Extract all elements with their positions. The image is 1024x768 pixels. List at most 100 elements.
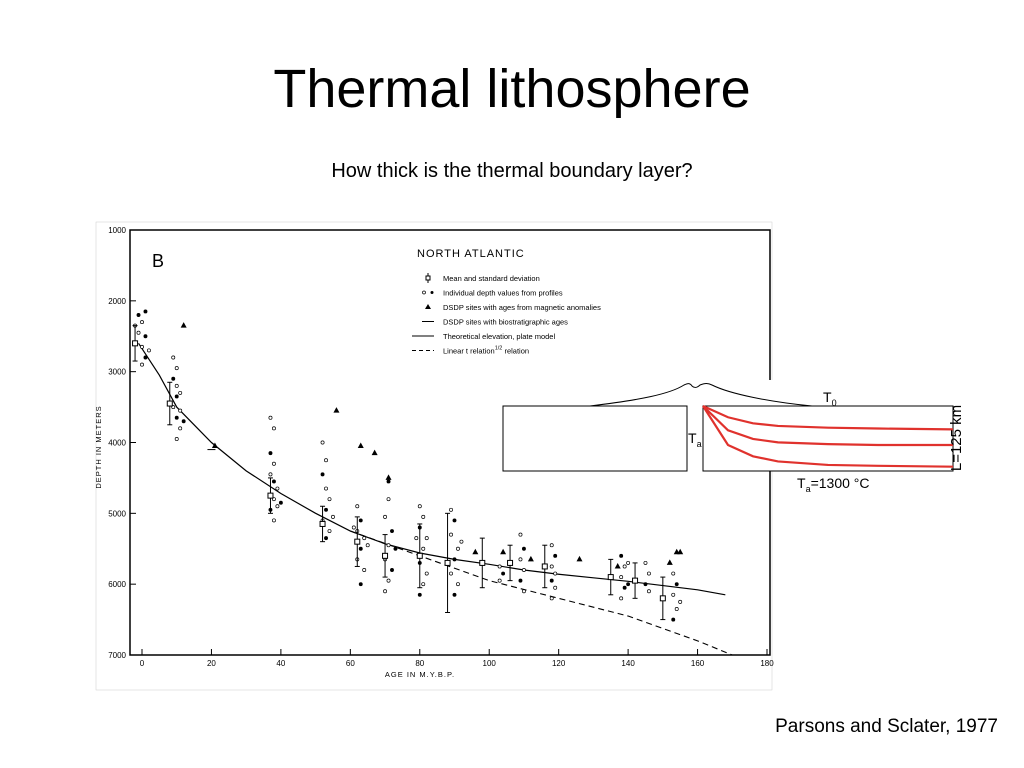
- profile-depth-point: [497, 564, 502, 569]
- profile-depth-point: [386, 578, 391, 583]
- profile-depth-point: [622, 564, 627, 569]
- y-tick-label: 4000: [108, 439, 126, 448]
- profile-depth-point: [497, 578, 502, 583]
- profile-depth-point: [646, 571, 651, 576]
- profile-depth-point: [643, 560, 648, 565]
- profile-depth-point: [324, 536, 328, 541]
- profile-depth-point: [178, 390, 183, 395]
- mean-point: [507, 544, 514, 582]
- profile-depth-point: [146, 348, 151, 353]
- profile-depth-point: [421, 546, 426, 551]
- dsdp-magnetic-point: [677, 548, 684, 555]
- profile-depth-point: [553, 553, 558, 558]
- profile-depth-point: [501, 571, 506, 576]
- profile-depth-point: [622, 585, 627, 590]
- profile-depth-point: [140, 344, 144, 349]
- profile-depth-point: [518, 532, 523, 537]
- profile-depth-point: [424, 571, 429, 576]
- profile-depth-point: [414, 536, 419, 541]
- legend-item: Linear t relation1/2 relation: [412, 346, 529, 356]
- profile-depth-point: [178, 408, 183, 413]
- profile-depth-point: [456, 582, 460, 587]
- profile-depth-point: [549, 578, 554, 583]
- profile-depth-point: [452, 518, 457, 523]
- profile-depth-point: [383, 589, 388, 594]
- profile-depth-point: [324, 507, 328, 512]
- y-tick-label: 7000: [108, 651, 126, 660]
- profile-depth-point: [362, 536, 367, 541]
- profile-depth-point: [324, 486, 328, 491]
- profile-depth-point: [671, 617, 676, 622]
- profile-depth-point: [449, 532, 453, 537]
- profile-depth-point: [449, 571, 453, 576]
- thermal-diagram: T0 Ta Ta=1300 °C L=125 km: [502, 380, 965, 494]
- mean-point: [382, 534, 389, 578]
- geotherm-curve: [702, 404, 954, 431]
- mean-point: [354, 516, 361, 567]
- mean-point: [659, 576, 666, 621]
- x-tick-label: 20: [207, 659, 216, 668]
- legend-item: DSDP sites with biostratigraphic ages: [422, 318, 568, 327]
- profile-depth-point: [268, 451, 273, 456]
- profile-depth-point: [671, 592, 676, 597]
- profile-depth-point: [174, 437, 179, 441]
- x-tick-label: 80: [415, 659, 424, 668]
- profile-depth-point: [271, 426, 276, 431]
- mean-point: [479, 537, 486, 589]
- legend-label: Linear t relation1/2 relation: [443, 346, 529, 356]
- profile-depth-point: [136, 330, 141, 335]
- y-tick-label: 5000: [108, 509, 126, 518]
- dsdp-magnetic-point: [333, 407, 340, 413]
- legend: NORTH ATLANTIC Mean and standard deviati…: [412, 248, 601, 356]
- mean-point: [267, 477, 274, 514]
- profile-depth-point: [393, 546, 398, 551]
- profile-depth-point: [553, 585, 558, 590]
- legend-label: Individual depth values from profiles: [443, 289, 563, 298]
- legend-item: Theoretical elevation, plate model: [412, 332, 555, 341]
- legend-title: NORTH ATLANTIC: [417, 248, 525, 260]
- profile-depth-point: [456, 546, 460, 551]
- profile-depth-point: [424, 536, 429, 541]
- y-axis: 1000 2000 3000 4000 5000 6000 7000: [108, 226, 136, 660]
- profile-depth-point: [278, 500, 283, 505]
- profile-depth-point: [549, 543, 554, 548]
- ta-label: Ta: [688, 430, 702, 449]
- profile-depth-point: [136, 313, 141, 317]
- geotherm-curve: [702, 405, 953, 447]
- dsdp-magnetic-point: [472, 548, 479, 555]
- profile-depth-point: [449, 507, 453, 512]
- profile-depth-point: [386, 543, 391, 548]
- profile-depth-point: [553, 571, 558, 576]
- profile-depth-point: [358, 582, 363, 587]
- legend-label: Theoretical elevation, plate model: [443, 332, 555, 341]
- legend-label: DSDP sites with biostratigraphic ages: [443, 318, 568, 327]
- profile-depth-point: [646, 589, 651, 594]
- profile-depth-point: [390, 529, 394, 533]
- mean-point: [444, 512, 451, 613]
- profile-depth-point: [671, 571, 676, 576]
- profile-depth-point: [351, 525, 356, 530]
- legend-item: DSDP sites with ages from magnetic anoma…: [425, 303, 601, 312]
- profile-depth-point: [674, 607, 679, 611]
- x-tick-label: 40: [276, 659, 285, 668]
- x-tick-label: 160: [691, 659, 705, 668]
- profile-depth-point: [268, 415, 273, 420]
- profile-depth-point: [358, 546, 363, 551]
- mean-point: [416, 523, 423, 589]
- ta-value-label: Ta=1300 °C: [797, 475, 870, 494]
- slide-subtitle: How thick is the thermal boundary layer?: [331, 160, 693, 182]
- profile-depth-point: [331, 514, 335, 519]
- profile-depth-point: [271, 479, 276, 484]
- profile-depth-point: [452, 557, 457, 562]
- profile-depth-point: [386, 479, 391, 484]
- profile-depth-point: [643, 582, 648, 587]
- y-tick-label: 2000: [108, 297, 126, 306]
- x-axis-label: AGE IN M.Y.B.P.: [385, 670, 455, 679]
- y-tick-label: 1000: [108, 226, 126, 235]
- profile-depth-point: [518, 578, 523, 583]
- panel-label: B: [152, 251, 164, 271]
- profile-depth-point: [181, 419, 186, 424]
- dsdp-magnetic-point: [527, 555, 534, 562]
- legend-label: Mean and standard deviation: [443, 274, 540, 283]
